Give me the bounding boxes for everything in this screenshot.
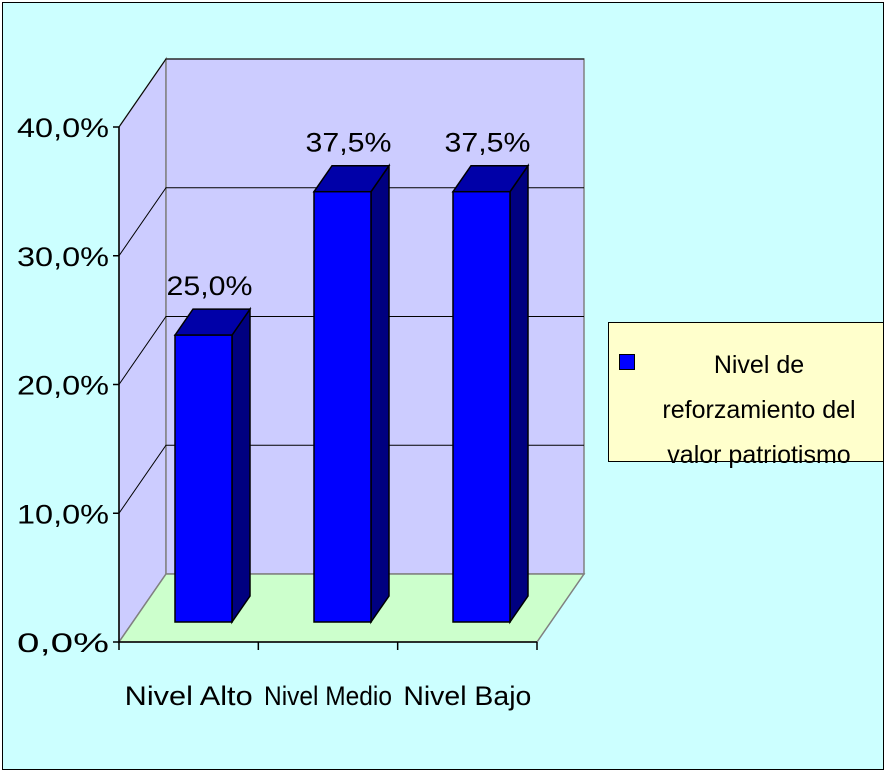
bar-side (231, 306, 251, 625)
bar (452, 190, 511, 623)
gridline (118, 444, 584, 514)
bar (313, 190, 372, 623)
x-tick-label: Nivel Alto (125, 681, 253, 711)
y-tick-label: 10,0% (17, 499, 109, 529)
legend: Nivel de reforzamiento del valor patriot… (608, 322, 884, 469)
data-label: 37,5% (445, 128, 531, 158)
x-tick-label: Nivel Bajo (403, 681, 531, 711)
y-tick-label: 0,0% (17, 628, 109, 658)
data-label: 37,5% (306, 128, 392, 158)
x-tick-label: Nivel Medio (264, 681, 392, 711)
legend-label: Nivel de reforzamiento del valor patriot… (662, 351, 856, 469)
y-tick-label: 20,0% (17, 371, 109, 401)
bar-side (370, 163, 390, 625)
bar (174, 334, 233, 623)
y-tick-label: 30,0% (17, 242, 109, 272)
legend-swatch (619, 354, 635, 370)
data-label: 25,0% (167, 271, 253, 301)
gridline (118, 58, 584, 128)
gridline (118, 316, 584, 385)
y-tick-label: 40,0% (17, 113, 109, 143)
bar-side (509, 163, 529, 625)
gridline (118, 187, 584, 257)
